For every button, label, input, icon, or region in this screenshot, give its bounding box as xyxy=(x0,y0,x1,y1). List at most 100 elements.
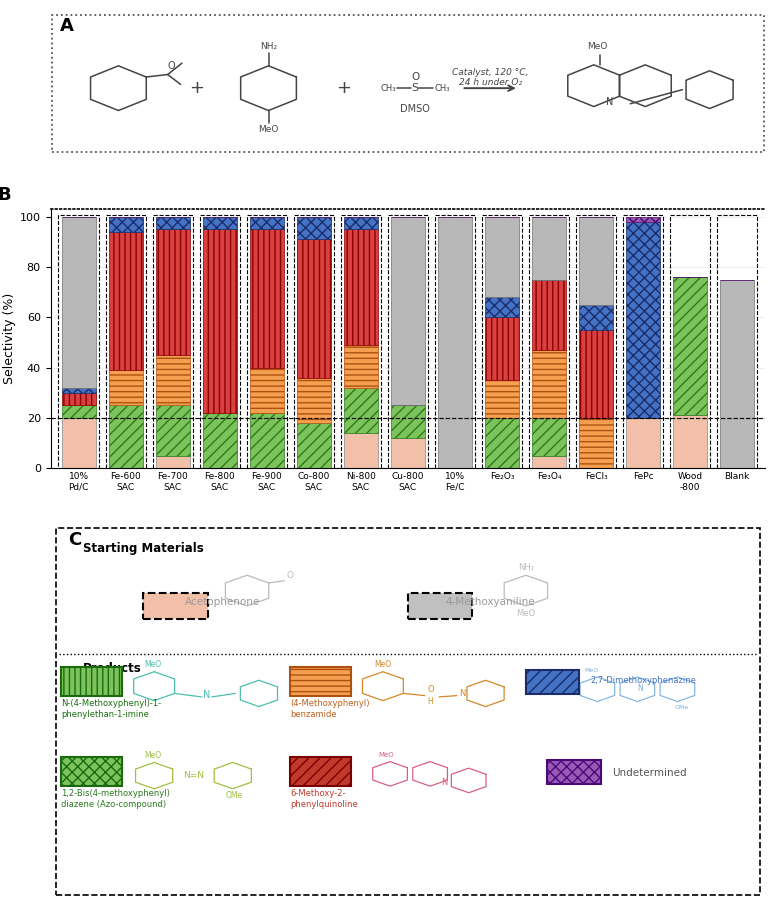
Bar xyxy=(62,406,96,418)
Bar xyxy=(156,356,190,406)
Bar xyxy=(391,438,425,468)
FancyBboxPatch shape xyxy=(408,593,472,619)
Text: A: A xyxy=(60,17,74,35)
Text: 6-Methoxy-2-
phenylquinoline: 6-Methoxy-2- phenylquinoline xyxy=(290,789,357,809)
Text: CH₃: CH₃ xyxy=(380,84,395,92)
Text: C: C xyxy=(68,531,82,549)
FancyBboxPatch shape xyxy=(526,670,580,694)
FancyBboxPatch shape xyxy=(144,593,207,619)
Bar xyxy=(156,217,190,229)
Bar xyxy=(344,388,378,433)
Text: Undetermined: Undetermined xyxy=(611,768,686,778)
Bar xyxy=(250,217,284,229)
Bar xyxy=(579,217,613,304)
Bar xyxy=(626,217,660,222)
Text: +: + xyxy=(190,80,204,97)
Bar xyxy=(344,433,378,468)
Bar xyxy=(673,416,707,468)
Text: B: B xyxy=(0,186,11,204)
Text: N: N xyxy=(459,689,466,698)
Text: MeO: MeO xyxy=(145,660,162,669)
Bar xyxy=(579,418,613,468)
Text: MeO: MeO xyxy=(516,610,535,618)
Bar xyxy=(485,317,519,380)
Bar xyxy=(297,239,331,377)
Text: MeO: MeO xyxy=(258,125,279,133)
Text: 2,7-Dimethoxyphenazine: 2,7-Dimethoxyphenazine xyxy=(591,676,696,685)
Bar xyxy=(250,367,284,413)
Bar xyxy=(485,380,519,418)
Text: 4-Methoxyaniline: 4-Methoxyaniline xyxy=(445,597,535,607)
Bar xyxy=(109,217,143,232)
Bar xyxy=(62,217,96,388)
Bar xyxy=(156,229,190,356)
Bar xyxy=(250,413,284,468)
Bar xyxy=(532,217,566,280)
Bar xyxy=(109,406,143,468)
Text: Starting Materials: Starting Materials xyxy=(82,542,204,556)
Text: N-(4-Methoxyphenyl)-1-
phenylethan-1-imine: N-(4-Methoxyphenyl)-1- phenylethan-1-imi… xyxy=(61,699,162,718)
FancyBboxPatch shape xyxy=(61,667,122,696)
Bar xyxy=(156,456,190,468)
Text: O: O xyxy=(411,72,420,82)
Text: +: + xyxy=(336,80,351,97)
Bar xyxy=(532,456,566,468)
Y-axis label: Selectivity (%): Selectivity (%) xyxy=(2,293,16,385)
Bar xyxy=(626,222,660,418)
Text: N: N xyxy=(637,684,643,693)
Text: O: O xyxy=(287,570,294,579)
Bar xyxy=(344,345,378,388)
Text: Catalyst, 120 °C,: Catalyst, 120 °C, xyxy=(452,68,528,77)
Text: 1,2-Bis(4-methoxyphenyl)
diazene (Azo-compound): 1,2-Bis(4-methoxyphenyl) diazene (Azo-co… xyxy=(61,789,170,809)
Text: MeO: MeO xyxy=(375,660,392,669)
Text: O: O xyxy=(168,61,175,71)
Bar xyxy=(62,393,96,406)
Bar xyxy=(391,217,425,406)
Bar xyxy=(297,377,331,423)
Text: NH₂: NH₂ xyxy=(260,42,277,51)
Text: N: N xyxy=(606,97,613,107)
Bar xyxy=(673,277,707,416)
Text: CH₃: CH₃ xyxy=(434,84,450,92)
Text: MeO: MeO xyxy=(378,752,394,759)
Bar xyxy=(532,350,566,418)
Text: MeO: MeO xyxy=(145,751,162,760)
Bar xyxy=(62,388,96,393)
Bar xyxy=(109,370,143,406)
Text: NH₂: NH₂ xyxy=(518,563,534,572)
FancyBboxPatch shape xyxy=(547,760,601,784)
Text: S: S xyxy=(412,83,419,93)
Text: DMSO: DMSO xyxy=(400,104,430,114)
Text: N: N xyxy=(203,690,211,700)
Bar xyxy=(203,413,237,468)
Bar xyxy=(203,217,237,229)
Bar xyxy=(250,229,284,367)
FancyBboxPatch shape xyxy=(290,667,350,696)
Bar xyxy=(156,406,190,456)
Bar xyxy=(297,423,331,468)
Bar xyxy=(720,280,754,468)
Bar xyxy=(532,418,566,456)
Text: Products: Products xyxy=(82,662,141,675)
Bar xyxy=(532,280,566,350)
Bar xyxy=(297,217,331,239)
Bar xyxy=(579,330,613,418)
Bar xyxy=(626,418,660,468)
Text: MeO: MeO xyxy=(587,42,608,51)
Bar xyxy=(344,229,378,345)
Bar xyxy=(579,304,613,330)
Text: Acetophenone: Acetophenone xyxy=(184,597,260,607)
Bar xyxy=(62,418,96,468)
FancyBboxPatch shape xyxy=(61,757,122,786)
Bar xyxy=(203,229,237,413)
Text: N=N: N=N xyxy=(183,771,204,781)
Bar xyxy=(485,297,519,317)
Bar xyxy=(485,418,519,468)
Text: MeO: MeO xyxy=(584,668,599,674)
Bar xyxy=(391,406,425,438)
Text: (4-Methoxyphenyl)
benzamide: (4-Methoxyphenyl) benzamide xyxy=(290,699,370,718)
Text: OMe: OMe xyxy=(674,706,689,710)
Text: 24 h under O₂: 24 h under O₂ xyxy=(458,78,521,87)
Bar xyxy=(344,217,378,229)
Text: N: N xyxy=(441,778,448,787)
